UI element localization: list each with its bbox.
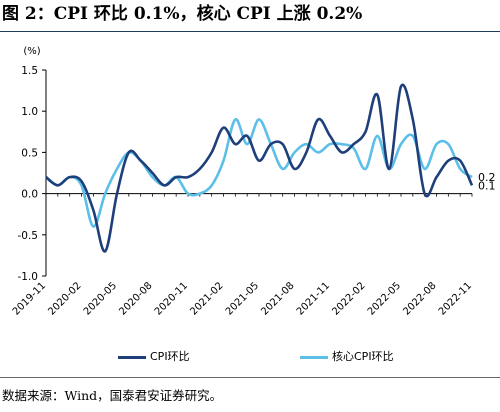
footer-divider	[0, 377, 500, 378]
series-line-cpi	[45, 83, 474, 253]
y-tick-label: -0.5	[18, 230, 39, 242]
x-tick-label: 2021-08	[259, 280, 296, 317]
x-tick-label: 2021-11	[295, 280, 332, 317]
x-tick-label: 2019-11	[11, 280, 48, 317]
x-tick-label: 2022-02	[330, 280, 367, 317]
end-value-label: 0.2	[478, 171, 496, 184]
legend-item-core-cpi: 核心CPI环比	[300, 349, 394, 365]
x-tick-label: 2020-11	[153, 280, 190, 317]
y-tick-label: 1.5	[21, 65, 38, 77]
x-tick-label: 2020-08	[117, 280, 154, 317]
x-tick-label: 2020-02	[46, 280, 83, 317]
y-tick-label: 1.0	[21, 106, 38, 118]
x-tick-label: 2021-05	[224, 280, 261, 317]
line-chart: (%) 1.51.00.50.0-0.5-1.0 2019-112020-022…	[11, 46, 496, 318]
series-line-core-cpi	[45, 118, 473, 228]
title-divider	[0, 31, 500, 33]
y-tick-label: 0.5	[21, 147, 38, 159]
end-value-label: 0.1	[478, 179, 496, 192]
legend-item-cpi: CPI环比	[118, 349, 190, 365]
y-tick-label: 0.0	[21, 189, 38, 201]
x-tick-label: 2022-08	[401, 280, 438, 317]
y-axis: 1.5 1.0 0.5 0.0 -0.5 -1.0	[18, 65, 47, 283]
x-tick-label: 2021-02	[188, 280, 225, 317]
x-tick-label: 2020-05	[82, 280, 119, 317]
x-tick-label: 2022-11	[437, 280, 474, 317]
data-source: 数据来源：Wind，国泰君安证券研究。	[2, 388, 223, 403]
legend-swatch-cpi	[118, 355, 146, 359]
legend-label-core-cpi: 核心CPI环比	[332, 350, 394, 363]
x-tick-label: 2022-05	[366, 280, 403, 317]
x-axis: 2019-112020-022020-052020-082020-112021-…	[11, 193, 474, 318]
chart-title: 图 2：CPI 环比 0.1%，核心 CPI 上涨 0.2%	[2, 4, 363, 24]
end-value-labels: 0.20.1	[478, 171, 496, 192]
y-tick-label: -1.0	[18, 271, 39, 283]
legend-swatch-core-cpi	[300, 355, 328, 359]
legend-label-cpi: CPI环比	[150, 350, 190, 363]
y-unit-label: (%)	[23, 46, 40, 57]
series-lines	[45, 83, 474, 253]
